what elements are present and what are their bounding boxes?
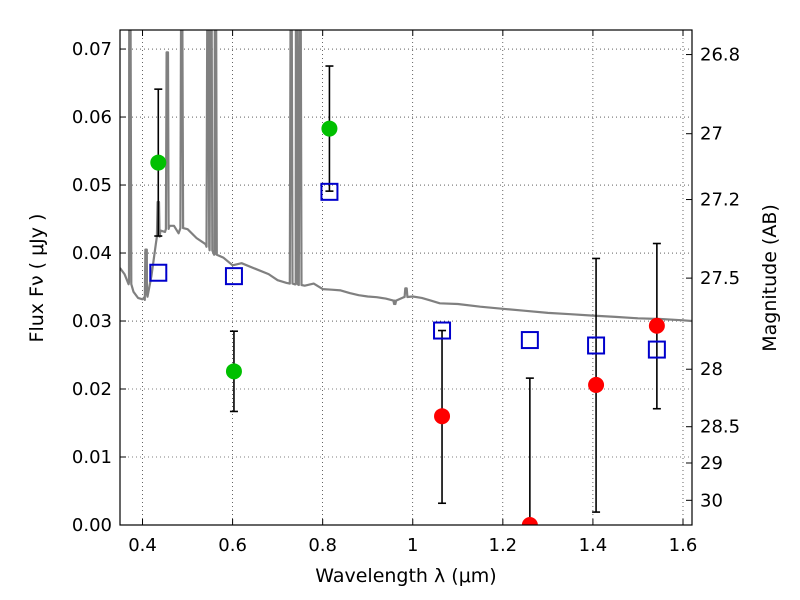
y-tick-label: 0.04 [72, 243, 112, 264]
y2-tick-label: 27 [700, 124, 723, 145]
data-point [588, 376, 605, 393]
y2-axis-label: Magnitude (AB) [759, 204, 781, 352]
axis-ticks [120, 30, 692, 526]
tick-labels: 0.4 0.6 0.8 1 1.2 1.4 1.6 0.00 0.01 0.02 0.03 0.04 0… [72, 39, 740, 556]
data-point [225, 363, 242, 380]
model-photometry-point [149, 263, 168, 282]
x-tick-label: 0.8 [308, 535, 337, 556]
model-spectrum [120, 30, 692, 323]
x-tick-label: 0.6 [218, 535, 247, 556]
data-markers [149, 120, 666, 525]
model-photometry-point [433, 321, 452, 340]
y-tick-label: 0.00 [72, 515, 112, 536]
y-axis-label: Flux Fν ( μJy ) [26, 214, 48, 343]
y2-tick-label: 29 [700, 453, 723, 474]
y2-tick-label: 28.5 [700, 417, 740, 438]
y-tick-label: 0.03 [72, 311, 112, 332]
data-point [150, 154, 167, 171]
model-photometry-point [647, 340, 666, 359]
plot-area [120, 30, 692, 525]
data-point [648, 317, 665, 334]
y2-tick-label: 27.5 [700, 268, 740, 289]
model-photometry-point [224, 267, 243, 286]
y2-tick-label: 26.8 [700, 45, 740, 66]
y2-tick-label: 27.2 [700, 190, 740, 211]
model-photometry-point [320, 182, 339, 201]
model-spectrum-line [120, 30, 692, 323]
data-point [434, 408, 451, 425]
x-tick-label: 1.2 [489, 535, 518, 556]
x-tick-label: 1.4 [579, 535, 608, 556]
x-axis-label: Wavelength λ (μm) [315, 565, 496, 587]
y-tick-label: 0.06 [72, 107, 112, 128]
x-tick-label: 0.4 [128, 535, 157, 556]
model-photometry-point [587, 336, 606, 355]
model-photometry-point [520, 331, 539, 350]
y2-tick-label: 30 [700, 490, 723, 511]
plot-frame [119, 29, 693, 526]
y-tick-label: 0.05 [72, 175, 112, 196]
x-tick-label: 1.6 [669, 535, 698, 556]
data-point [521, 517, 538, 525]
y-tick-label: 0.02 [72, 379, 112, 400]
y-tick-label: 0.07 [72, 39, 112, 60]
y2-tick-label: 28 [700, 359, 723, 380]
data-point [321, 120, 338, 137]
y-tick-label: 0.01 [72, 447, 112, 468]
x-tick-label: 1 [407, 535, 418, 556]
